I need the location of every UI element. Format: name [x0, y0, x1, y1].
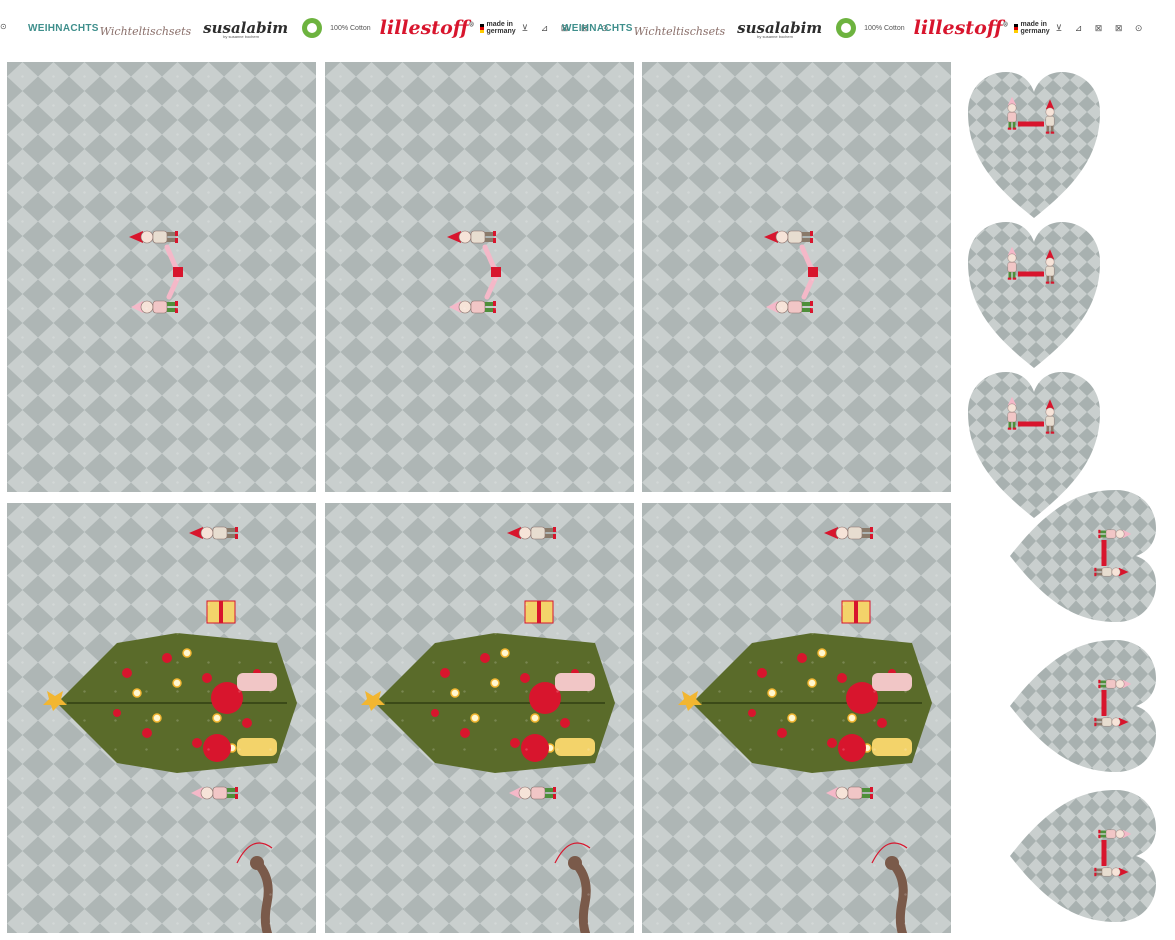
two-elves-icon [447, 231, 501, 313]
cotton-badge-icon [302, 18, 323, 38]
selvage-group: WEIHNACHTS Wichteltischsets susalabim by s… [28, 14, 613, 42]
selvage-group: WEIHNACHTS Wichteltischsets susalabim by s… [562, 14, 1147, 42]
designer-logo: susalabim by susanne bochem [737, 19, 823, 39]
designer-sub: by susanne bochem [223, 34, 259, 39]
heart-elves-icon [1010, 790, 1156, 922]
designer-sub: by susanne bochem [757, 34, 793, 39]
manufacturer-logo: lillestoff® [380, 17, 475, 39]
placemat-bottom-2 [325, 503, 634, 933]
brand-script: Wichteltischsets [99, 24, 192, 38]
designer-name: susalabim [203, 19, 289, 37]
cotton-label: 100% Cotton [864, 24, 905, 32]
selvage-strip: ⊙ WEIHNACHTS Wichteltischsets susalabim by… [0, 0, 1175, 56]
made-in-label: made in [486, 21, 513, 28]
country-label: germany [1020, 28, 1050, 35]
heart-elves-icon [1010, 640, 1156, 772]
manufacturer-logo: lillestoff® [914, 17, 1009, 39]
heart-elves-icon [968, 72, 1100, 218]
cotton-badge-icon [836, 18, 857, 38]
german-flag-icon [1014, 23, 1019, 33]
manufacturer-name: lillestoff [913, 17, 1003, 39]
care-symbols-icon: ⊻ ⊿ ⊠ ⊠ ⊙ [521, 22, 614, 33]
designer-logo: susalabim by susanne bochem [203, 19, 289, 39]
heart-elves-icon [968, 222, 1100, 368]
placemat-top-1 [7, 62, 316, 492]
country-label: germany [486, 28, 516, 35]
christmas-tree-elves-icon [43, 527, 297, 933]
two-elves-icon [764, 231, 818, 313]
manufacturer-name: lillestoff [379, 17, 469, 39]
placemat-top-2 [325, 62, 634, 492]
care-dot-icon: ⊙ [0, 22, 7, 31]
placemat-bottom-1 [7, 503, 316, 933]
brand-prefix: WEIHNACHTS [28, 22, 99, 34]
made-in-label: made in [1020, 21, 1047, 28]
cotton-label: 100% Cotton [330, 24, 371, 32]
registered-mark: ® [1002, 21, 1009, 29]
german-flag-icon [480, 23, 485, 33]
two-elves-icon [129, 231, 183, 313]
brand-script: Wichteltischsets [633, 24, 726, 38]
made-in-germany: made in germany [1014, 21, 1050, 35]
brand-prefix: WEIHNACHTS [562, 22, 633, 34]
heart-coasters [960, 60, 1170, 940]
care-symbols-icon: ⊻ ⊿ ⊠ ⊠ ⊙ [1055, 22, 1148, 33]
placemat-top-3 [642, 62, 951, 492]
christmas-tree-elves-icon [361, 527, 615, 933]
placemat-bottom-3 [642, 503, 951, 933]
designer-name: susalabim [737, 19, 823, 37]
christmas-tree-elves-icon [678, 527, 932, 933]
made-in-germany: made in germany [480, 21, 516, 35]
heart-elves-icon [968, 372, 1100, 518]
registered-mark: ® [468, 21, 475, 29]
